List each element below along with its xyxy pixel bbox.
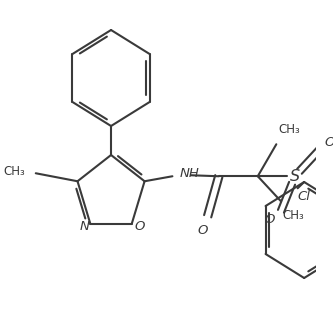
Text: O: O	[265, 213, 275, 226]
Text: CH₃: CH₃	[283, 209, 305, 222]
Text: O: O	[325, 136, 333, 149]
Text: CH₃: CH₃	[278, 123, 300, 136]
Text: N: N	[80, 220, 90, 233]
Text: O: O	[198, 224, 208, 237]
Text: Cl: Cl	[298, 189, 311, 203]
Text: NH: NH	[180, 167, 200, 180]
Text: CH₃: CH₃	[3, 165, 25, 178]
Text: S: S	[290, 169, 300, 184]
Text: O: O	[134, 220, 145, 233]
